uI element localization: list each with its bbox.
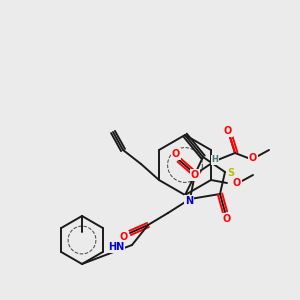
Text: N: N [185,196,193,206]
Text: O: O [249,153,257,163]
Text: O: O [223,214,231,224]
Text: O: O [224,126,232,136]
Text: H: H [212,155,218,164]
Text: HN: HN [108,242,124,252]
Text: O: O [191,170,199,180]
Text: O: O [233,178,241,188]
Text: O: O [120,232,128,242]
Text: S: S [227,168,235,178]
Text: O: O [172,149,180,159]
